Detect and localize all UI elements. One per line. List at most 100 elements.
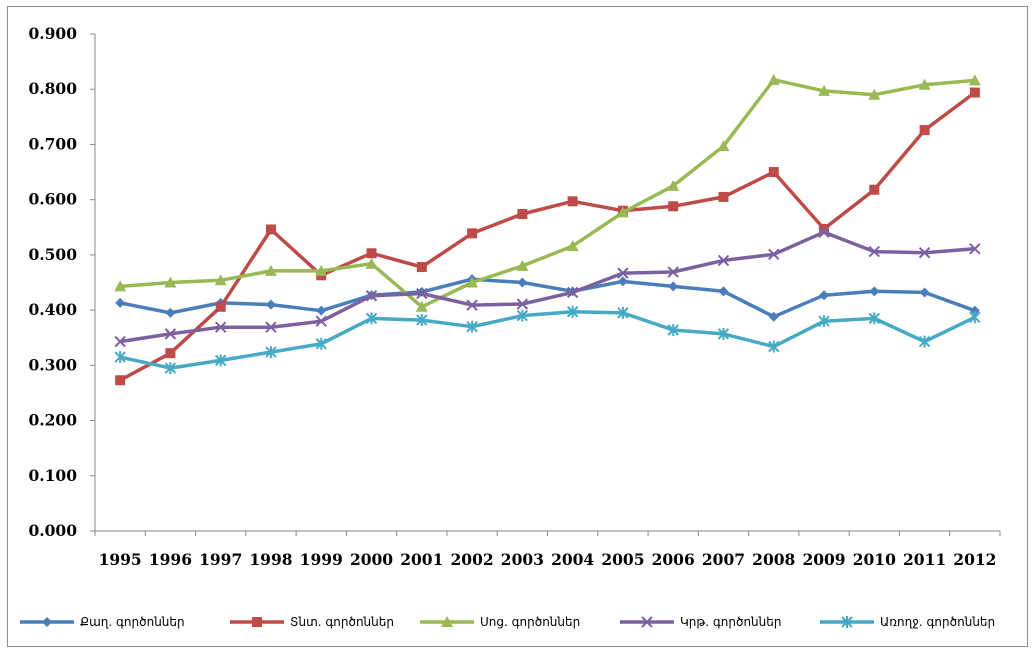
data-point (868, 88, 881, 100)
series-line (119, 310, 976, 370)
data-point (265, 299, 276, 310)
legend-item: Սոց. գործոններ (420, 615, 580, 629)
data-point (516, 309, 529, 322)
y-tick-label: 0.300 (28, 355, 77, 374)
data-point (214, 274, 227, 286)
series-line (119, 230, 976, 344)
data-point (969, 311, 981, 324)
legend-label: Քաղ. գործոններ (80, 615, 185, 629)
legend: Քաղ. գործոններ Տնտ. գործոններ Սոց. գործոնն… (20, 615, 995, 629)
data-point (969, 87, 980, 98)
data-point (365, 257, 378, 269)
data-point (566, 305, 579, 318)
x-tick-label: 2004 (551, 550, 594, 569)
data-point (718, 191, 729, 202)
data-point (768, 167, 779, 178)
x-tick-label: 2009 (802, 550, 845, 569)
x-tick-label: 2002 (451, 550, 494, 569)
data-point (919, 287, 930, 298)
data-point (517, 209, 528, 220)
data-point (868, 245, 881, 258)
x-tick-label: 1999 (300, 550, 343, 569)
data-point (567, 196, 578, 207)
x-tick-label: 1997 (199, 550, 242, 569)
data-point (315, 264, 328, 276)
data-point (717, 140, 730, 152)
data-point (115, 375, 126, 386)
x-tick-label: 2000 (350, 550, 393, 569)
y-tick-label: 0.100 (28, 466, 77, 485)
data-point (617, 276, 628, 287)
x-tick-label: 2007 (702, 550, 745, 569)
data-point (315, 315, 327, 327)
series-2 (115, 87, 980, 386)
data-point (717, 254, 730, 267)
data-point (918, 335, 931, 348)
x-tick-label: 2005 (601, 550, 644, 569)
data-point (818, 226, 830, 238)
data-point (264, 264, 277, 276)
data-point (818, 84, 831, 96)
data-point (869, 286, 880, 297)
data-point (667, 266, 679, 278)
data-point (316, 305, 327, 316)
data-point (668, 281, 679, 292)
x-tick-label: 2011 (903, 550, 946, 569)
data-point (315, 337, 327, 350)
data-point (841, 616, 853, 628)
data-point (617, 267, 629, 279)
data-point (115, 297, 126, 308)
y-tick-label: 0.600 (28, 190, 77, 209)
x-tick-label: 2012 (953, 550, 996, 569)
data-point (165, 307, 176, 318)
data-point (164, 362, 177, 375)
data-point (617, 306, 629, 319)
data-point (968, 74, 981, 86)
x-tick-label: 2006 (652, 550, 695, 569)
data-point (466, 320, 478, 333)
series-5 (114, 305, 981, 375)
data-point (416, 262, 427, 273)
data-point (768, 248, 780, 261)
data-point (667, 323, 679, 336)
y-tick-label: 0.200 (28, 411, 77, 430)
legend-label: Սոց. գործոններ (480, 615, 580, 629)
data-point (441, 616, 453, 627)
chart-axes: 0.000 0.100 0.200 0.300 0.400 0.500 0.600 0.700… (28, 24, 1001, 569)
data-point (252, 617, 262, 627)
data-point (869, 184, 880, 195)
series-3 (114, 73, 981, 312)
data-point (516, 259, 529, 271)
data-point (819, 223, 830, 234)
data-point (365, 312, 378, 325)
y-tick-label: 0.500 (28, 245, 77, 264)
data-point (818, 315, 830, 328)
data-point (467, 228, 478, 239)
data-point (868, 312, 881, 325)
data-point (214, 321, 227, 333)
data-point (214, 354, 227, 367)
data-point (566, 286, 579, 299)
x-tick-label: 2001 (400, 550, 443, 569)
series-line (119, 91, 976, 382)
data-point (768, 311, 779, 322)
series-4 (114, 226, 981, 348)
data-point (365, 290, 378, 302)
data-point (164, 276, 177, 288)
data-point (466, 276, 479, 288)
data-point (165, 348, 176, 359)
legend-label: Տնտ. գործոններ (290, 615, 394, 629)
data-point (466, 299, 478, 311)
legend-item: Քաղ. գործոններ (20, 615, 185, 629)
data-point (114, 351, 126, 364)
data-point (265, 321, 277, 333)
data-point (114, 335, 126, 348)
x-tick-label: 1995 (99, 550, 142, 569)
data-point (415, 300, 428, 312)
series-line (119, 277, 976, 319)
x-tick-label: 2003 (501, 550, 544, 569)
data-point (768, 340, 780, 353)
data-point (265, 224, 276, 235)
legend-item: Առողջ. գործոններ (820, 615, 995, 629)
